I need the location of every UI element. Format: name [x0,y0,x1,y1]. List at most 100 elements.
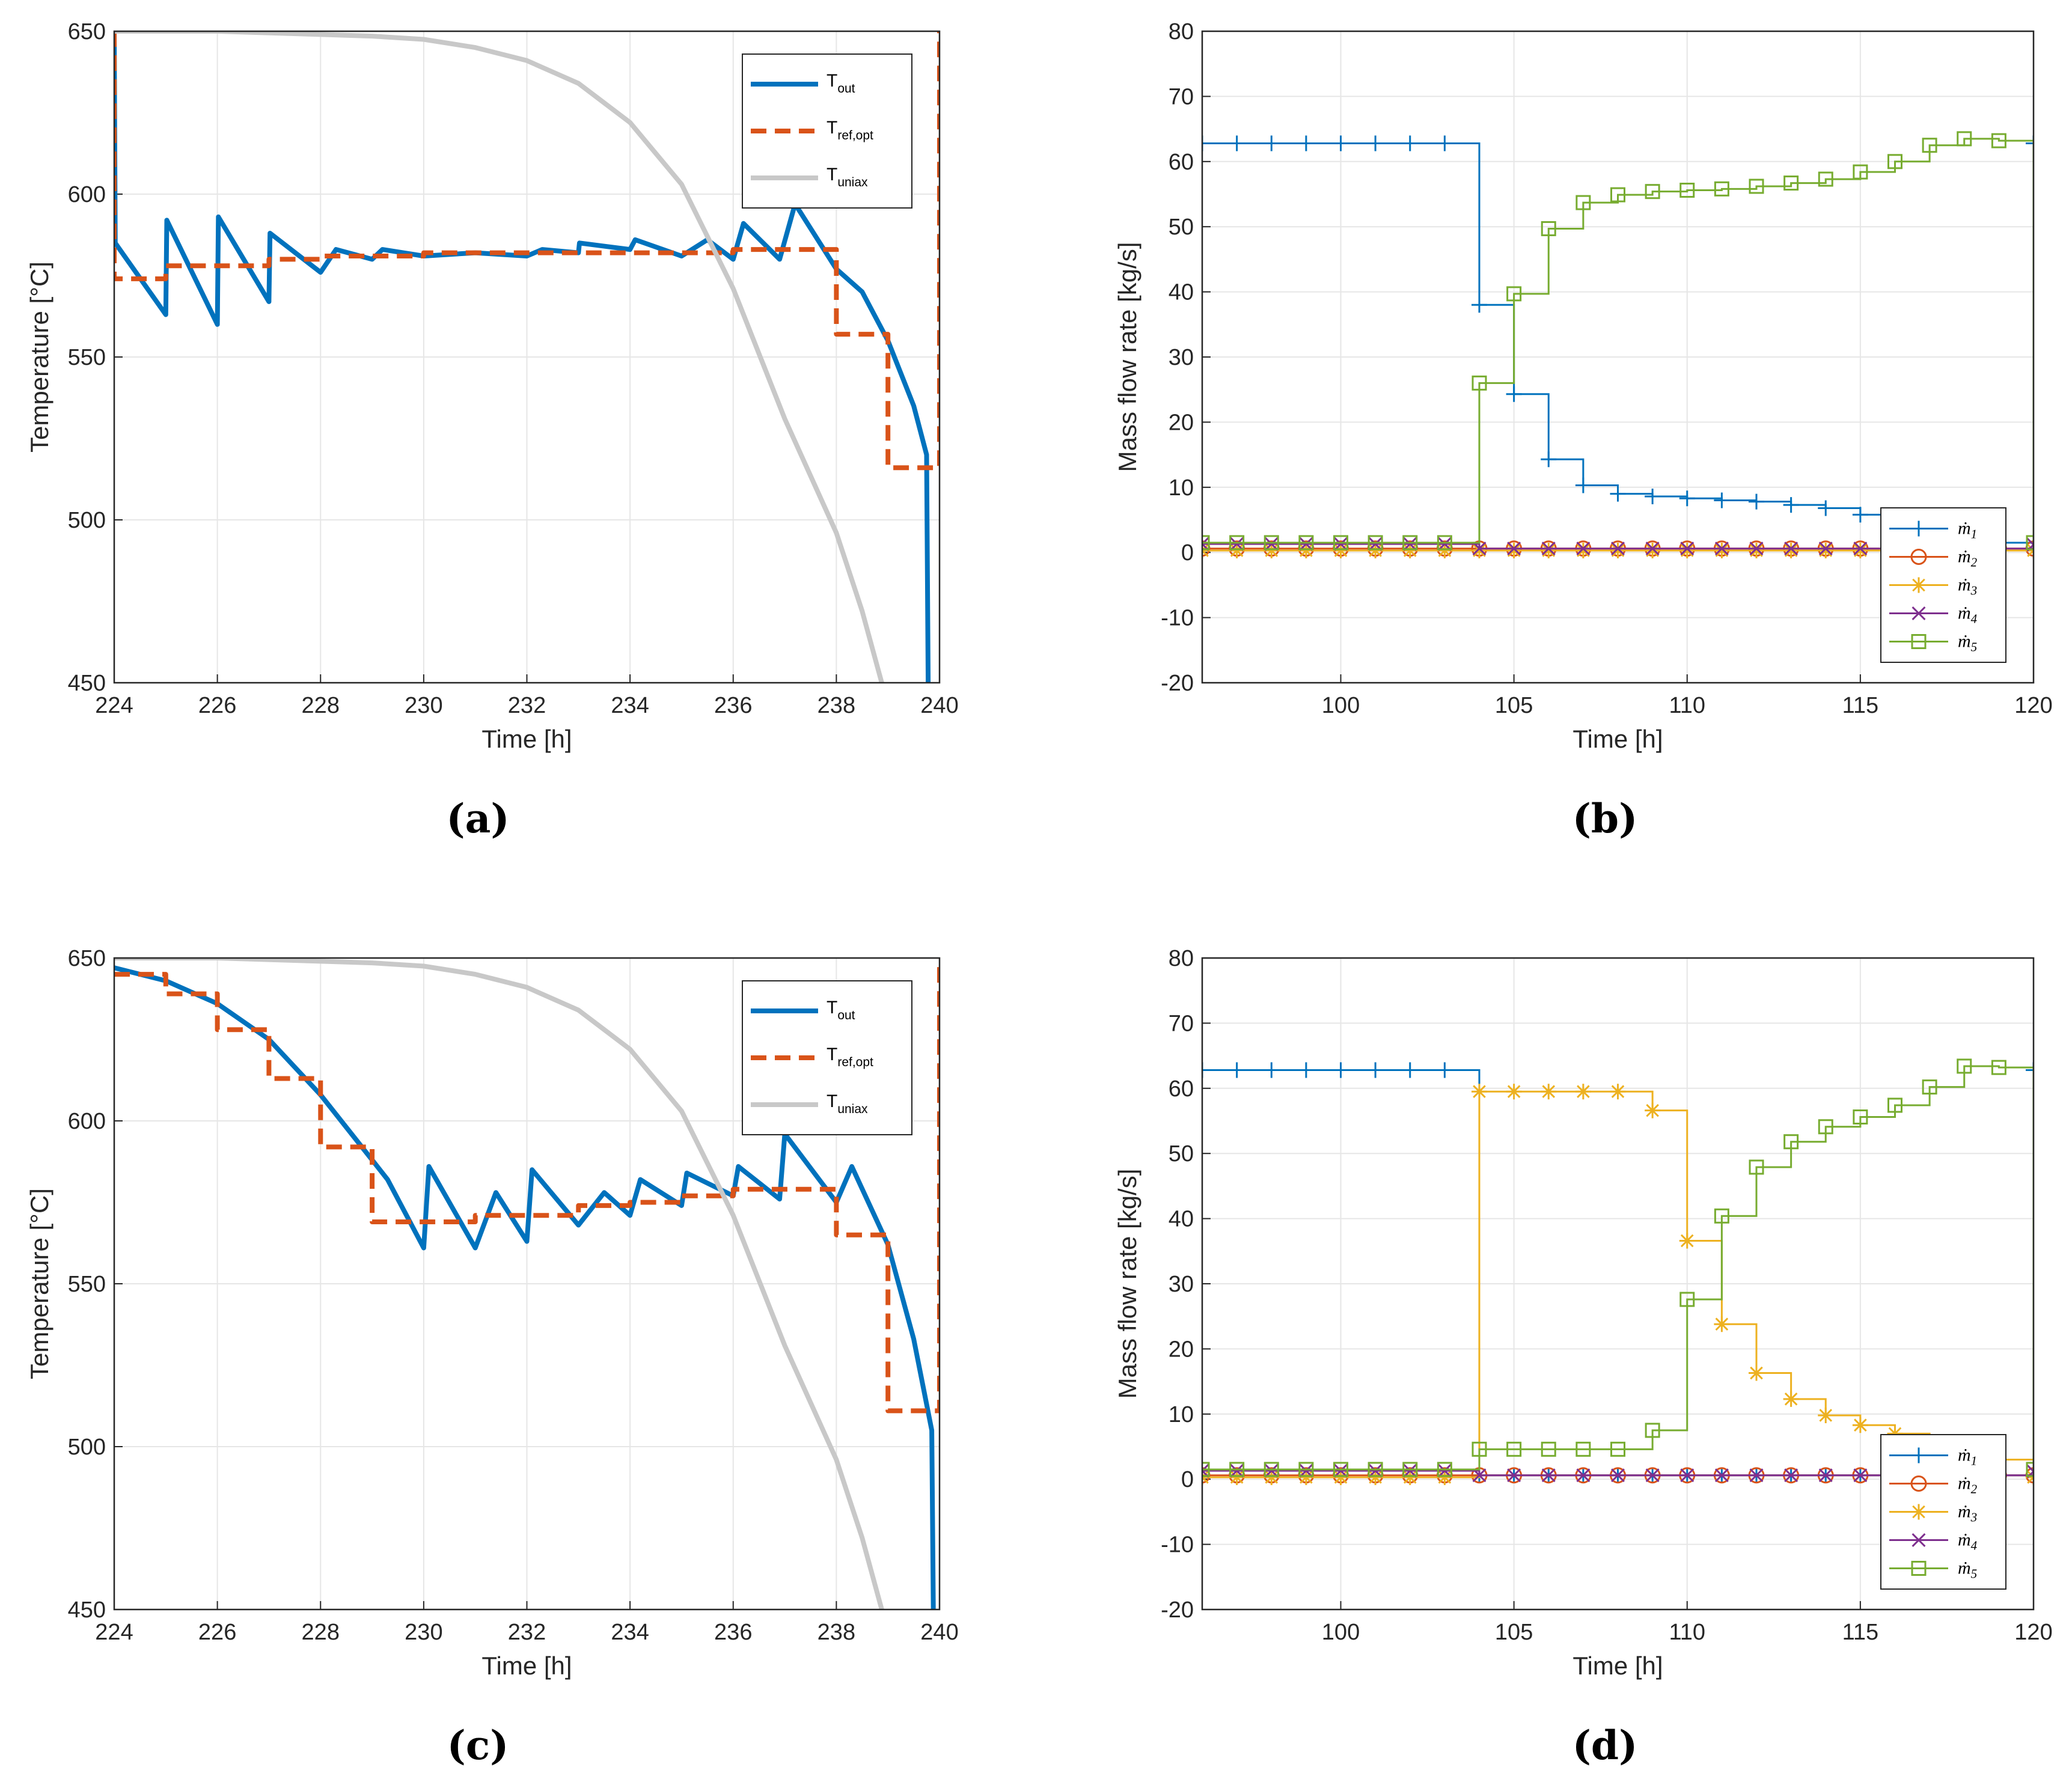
y-tick-label: 60 [1169,1076,1194,1102]
marker-m1 [1506,386,1522,402]
marker-m3 [1229,1469,1245,1485]
marker-m5 [2026,1462,2034,1477]
y-tick-label: 40 [1169,1207,1194,1232]
marker-m1 [1679,490,1695,507]
marker-m5 [1818,171,1833,187]
marker-m5 [1679,1292,1695,1307]
series-line-m3 [1202,1090,2034,1478]
marker-m3 [1714,1316,1730,1332]
legend: Tout Tref,opt Tuniax [742,980,912,1135]
y-tick-label: -10 [1161,1533,1194,1558]
legend-subscript: out [837,1008,855,1022]
marker-m3 [1368,1469,1384,1485]
legend-label-m1: ṁ1 [1958,519,1977,542]
marker-m3 [1333,542,1349,558]
marker-m1 [1610,486,1626,502]
series-line-T_out [114,965,936,1610]
y-axis: -20 -10 0 10 20 30 40 50 60 70 80 [1161,19,2034,696]
marker-m5 [1783,1134,1799,1150]
legend-label-m5: ṁ5 [1958,632,1977,654]
marker-m5 [1714,1208,1729,1224]
marker-m5 [1202,1462,1210,1477]
legend-subscript: 5 [1971,1567,1978,1581]
y-tick-label: 600 [68,1109,106,1134]
marker-m3 [1714,542,1730,558]
marker-m3 [1298,542,1314,558]
legend-subscript: ref,opt [837,129,873,142]
marker-m3 [1679,1233,1695,1249]
marker-m1 [1229,135,1245,151]
marker-m3 [1852,1417,1868,1433]
marker-m4 [1230,537,1244,551]
series-markers-m3 [1202,1084,2034,1485]
marker-m3 [1264,1469,1280,1485]
legend-subscript: 2 [1971,555,1978,570]
y-axis-label: Mass flow rate [kg/s] [1113,1169,1141,1399]
x-tick-label: 236 [714,1620,752,1645]
marker-m1 [1402,1062,1418,1078]
marker-m3 [1506,1084,1522,1100]
marker-m3 [1541,542,1557,558]
marker-m5 [1610,187,1625,203]
legend-label-m4: ṁ4 [1958,1530,1978,1553]
y-tick-label: 0 [1181,1467,1194,1492]
marker-m3 [1575,542,1591,558]
marker-m1 [1333,1062,1349,1078]
marker-m3 [1264,542,1280,558]
marker-m3 [1818,1407,1834,1423]
legend-marker-m5 [1911,1561,1927,1576]
x-tick-label: 236 [714,693,752,718]
x-tick-label: 120 [2014,1620,2052,1645]
legend-symbol: ṁ [1958,632,1971,651]
marker-m5 [1887,1097,1902,1113]
y-tick-label: 50 [1169,215,1194,240]
marker-m5 [1957,131,1972,147]
marker-m3 [1402,1469,1418,1485]
legend-marker-m4 [1912,606,1926,620]
legend-label-T_uniax: Tuniax [827,1091,868,1116]
y-tick-label: -20 [1161,1597,1194,1623]
series-line-T_uniax [114,958,884,1610]
marker-m4 [1784,542,1798,556]
y-tick-label: 450 [68,671,106,696]
marker-m1 [1714,492,1730,508]
marker-m1 [1298,135,1314,151]
legend-symbol: ṁ [1958,575,1971,595]
chart-panel-a: 224 226 228 230 232 234 236 238 240 450 500 550 600 6… [25,19,959,842]
panel-label: (c) [447,1722,509,1769]
marker-m5 [1957,1058,1972,1074]
marker-m1 [1645,488,1661,504]
legend-label-m2: ṁ2 [1958,547,1978,570]
legend-subscript: uniax [837,175,868,189]
marker-m1 [1298,1062,1314,1078]
marker-m5 [1922,1079,1937,1095]
marker-m5 [1368,1462,1383,1477]
legend-label-T_ref,opt: Tref,opt [827,1045,873,1069]
marker-m4 [1611,542,1625,556]
y-axis-label: Temperature [°C] [25,261,53,453]
legend-label-m2: ṁ2 [1958,1474,1978,1497]
marker-m4 [1784,1468,1798,1483]
axes-box [1201,30,2035,684]
marker-m5 [1714,181,1729,197]
marker-m4 [1576,542,1591,556]
marker-m5 [1645,1423,1660,1438]
legend-symbol: T [827,998,837,1018]
marker-m5 [1202,535,1210,551]
series-markers-m5 [1202,1058,2034,1477]
plot-area [1202,1058,2034,1485]
legend-marker-m3 [1911,1504,1927,1520]
marker-m4 [1818,542,1833,556]
y-tick-label: 40 [1169,280,1194,305]
x-tick-label: 232 [508,693,546,718]
series-line-m5 [1202,1065,2034,1471]
marker-m5 [1610,1441,1625,1457]
legend-label-m4: ṁ4 [1958,603,1978,626]
marker-m5 [1298,535,1314,551]
marker-m3 [1575,1084,1591,1100]
legend-subscript: 3 [1970,584,1978,598]
y-tick-label: 550 [68,345,106,370]
marker-m1 [1437,1062,1453,1078]
series-line-T_ref,opt [114,958,940,1414]
y-tick-label: 500 [68,508,106,533]
